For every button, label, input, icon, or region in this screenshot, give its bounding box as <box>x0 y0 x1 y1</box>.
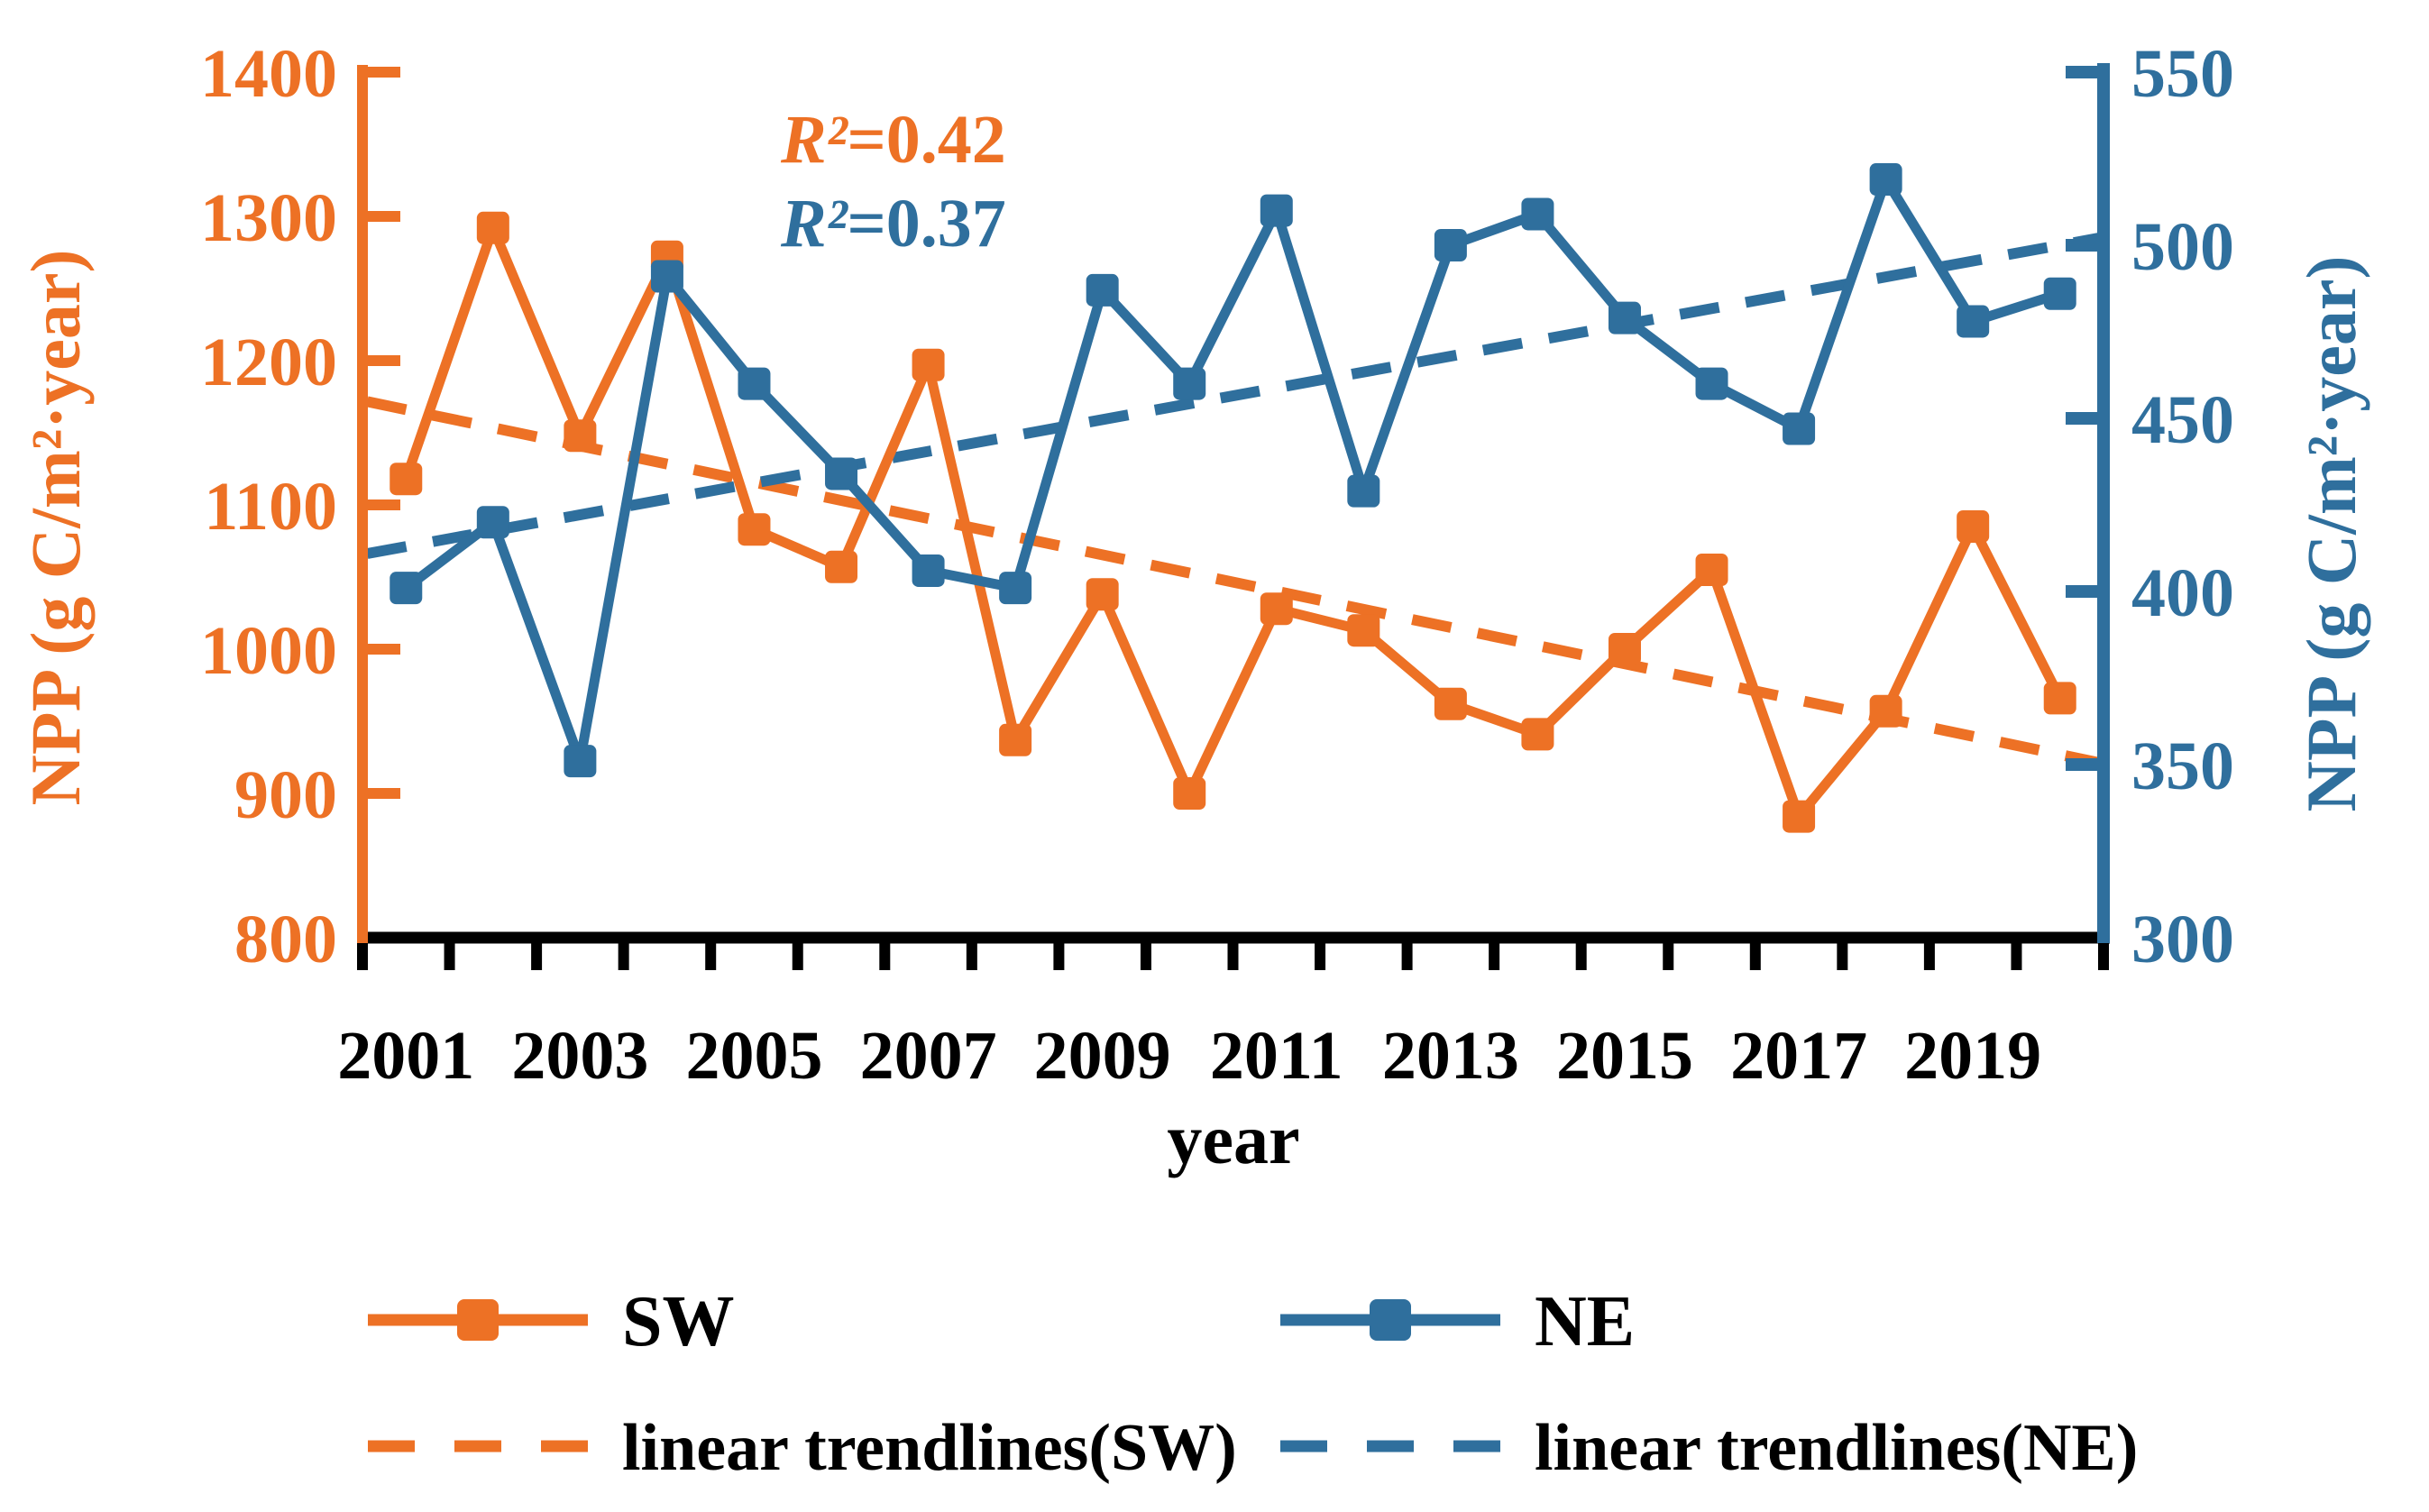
legend-marker-swatch <box>457 1299 499 1341</box>
data-point-sw-2005 <box>738 513 771 546</box>
right-axis-tick-label: 550 <box>2131 36 2234 112</box>
data-point-sw-2010 <box>1173 777 1206 810</box>
data-point-sw-2008 <box>999 723 1032 756</box>
left-axis-tick-label: 1200 <box>200 325 337 400</box>
data-point-ne-2007 <box>912 554 945 587</box>
data-point-sw-2013 <box>1434 687 1467 720</box>
data-point-sw-2011 <box>1260 592 1293 626</box>
legend-label: SW <box>622 1282 735 1361</box>
right-axis-tick-label: 300 <box>2131 902 2234 977</box>
series-sw <box>401 223 2065 822</box>
data-point-sw-2003 <box>564 419 597 453</box>
x-axis-tick-label: 2011 <box>1210 1018 1343 1094</box>
x-axis-tick-label: 2019 <box>1904 1018 2041 1094</box>
right-axis-tick-label: 400 <box>2131 555 2234 631</box>
data-point-sw-2006 <box>825 550 858 583</box>
data-point-sw-2012 <box>1347 614 1380 647</box>
x-axis-tick-label: 2007 <box>860 1018 997 1094</box>
right-axis-tick-label: 500 <box>2131 209 2234 285</box>
right-axis-tick-label: 350 <box>2131 729 2234 804</box>
x-axis-tick-label: 2001 <box>337 1018 474 1094</box>
data-point-ne-2019 <box>1957 305 1990 338</box>
legend: SW NE linear trendlines(SW) linear trendlin… <box>368 1282 2138 1485</box>
data-point-ne-2012 <box>1347 474 1380 508</box>
data-point-sw-2015 <box>1608 633 1641 665</box>
legend-item-sw: SW <box>368 1282 735 1361</box>
data-point-sw-2017 <box>1783 800 1816 833</box>
r-squared-annotation-sw: R²=0.42 <box>780 102 1006 178</box>
legend-item-trend-sw: linear trendlines(SW) <box>368 1411 1237 1485</box>
trendline-sw <box>366 396 2100 768</box>
left-axis-tick-label: 1100 <box>204 469 337 545</box>
x-axis-tick-label: 2017 <box>1730 1018 1867 1094</box>
data-point-ne-2011 <box>1260 194 1293 227</box>
series-line-sw <box>401 223 2065 822</box>
data-point-ne-2010 <box>1173 367 1206 400</box>
x-axis-title: year <box>1167 1100 1299 1178</box>
data-point-ne-2018 <box>1869 163 1902 197</box>
left-axis-tick-label: 1400 <box>200 36 337 112</box>
x-axis-tick-label: 2009 <box>1034 1018 1171 1094</box>
data-point-sw-2020 <box>2043 682 2076 715</box>
data-point-ne-2020 <box>2043 277 2076 310</box>
left-axis-tick-label: 900 <box>234 757 337 833</box>
legend-label: NE <box>1535 1282 1635 1361</box>
data-point-ne-2017 <box>1783 412 1816 445</box>
data-point-ne-2004 <box>650 260 683 293</box>
data-point-ne-2013 <box>1434 229 1467 261</box>
x-axis-tick-label: 2003 <box>511 1018 648 1094</box>
data-point-ne-2001 <box>390 572 423 605</box>
legend-item-ne: NE <box>1280 1282 1635 1361</box>
legend-item-trend-ne: linear trendlines(NE) <box>1280 1411 2138 1485</box>
left-axis-tick-label: 1000 <box>200 613 337 689</box>
x-axis-tick-label: 2013 <box>1382 1018 1519 1094</box>
data-point-ne-2006 <box>825 457 858 490</box>
legend-label: linear trendlines(NE) <box>1535 1411 2138 1485</box>
data-point-sw-2016 <box>1695 554 1728 586</box>
left-axis-tick-label: 800 <box>234 902 337 977</box>
left-axis-tick-label: 1300 <box>200 180 337 256</box>
data-point-ne-2014 <box>1521 197 1554 231</box>
data-point-sw-2014 <box>1521 718 1554 751</box>
data-point-sw-2009 <box>1086 578 1119 611</box>
data-point-ne-2015 <box>1608 301 1641 334</box>
data-point-ne-2009 <box>1086 273 1119 307</box>
data-point-ne-2008 <box>999 572 1032 605</box>
left-axis-title: NPP (g C/m²·year) <box>16 250 95 806</box>
data-point-ne-2002 <box>476 506 509 539</box>
trendline-ne <box>366 233 2100 559</box>
data-point-sw-2007 <box>912 348 945 381</box>
x-axis-tick-label: 2015 <box>1556 1018 1693 1094</box>
data-point-ne-2003 <box>564 745 597 778</box>
legend-marker-swatch <box>1370 1299 1411 1341</box>
right-axis-title: NPP (g C/m²·year) <box>2292 256 2370 812</box>
data-point-ne-2005 <box>738 367 771 400</box>
data-point-sw-2001 <box>390 463 423 496</box>
data-point-sw-2002 <box>476 211 509 244</box>
data-point-sw-2019 <box>1957 510 1990 543</box>
data-point-sw-2018 <box>1869 694 1902 728</box>
x-axis-tick-label: 2005 <box>685 1018 822 1094</box>
right-axis-tick-label: 450 <box>2131 382 2234 458</box>
legend-label: linear trendlines(SW) <box>622 1411 1237 1485</box>
data-point-ne-2016 <box>1695 367 1728 400</box>
r-squared-annotation-ne: R²=0.37 <box>780 186 1006 261</box>
